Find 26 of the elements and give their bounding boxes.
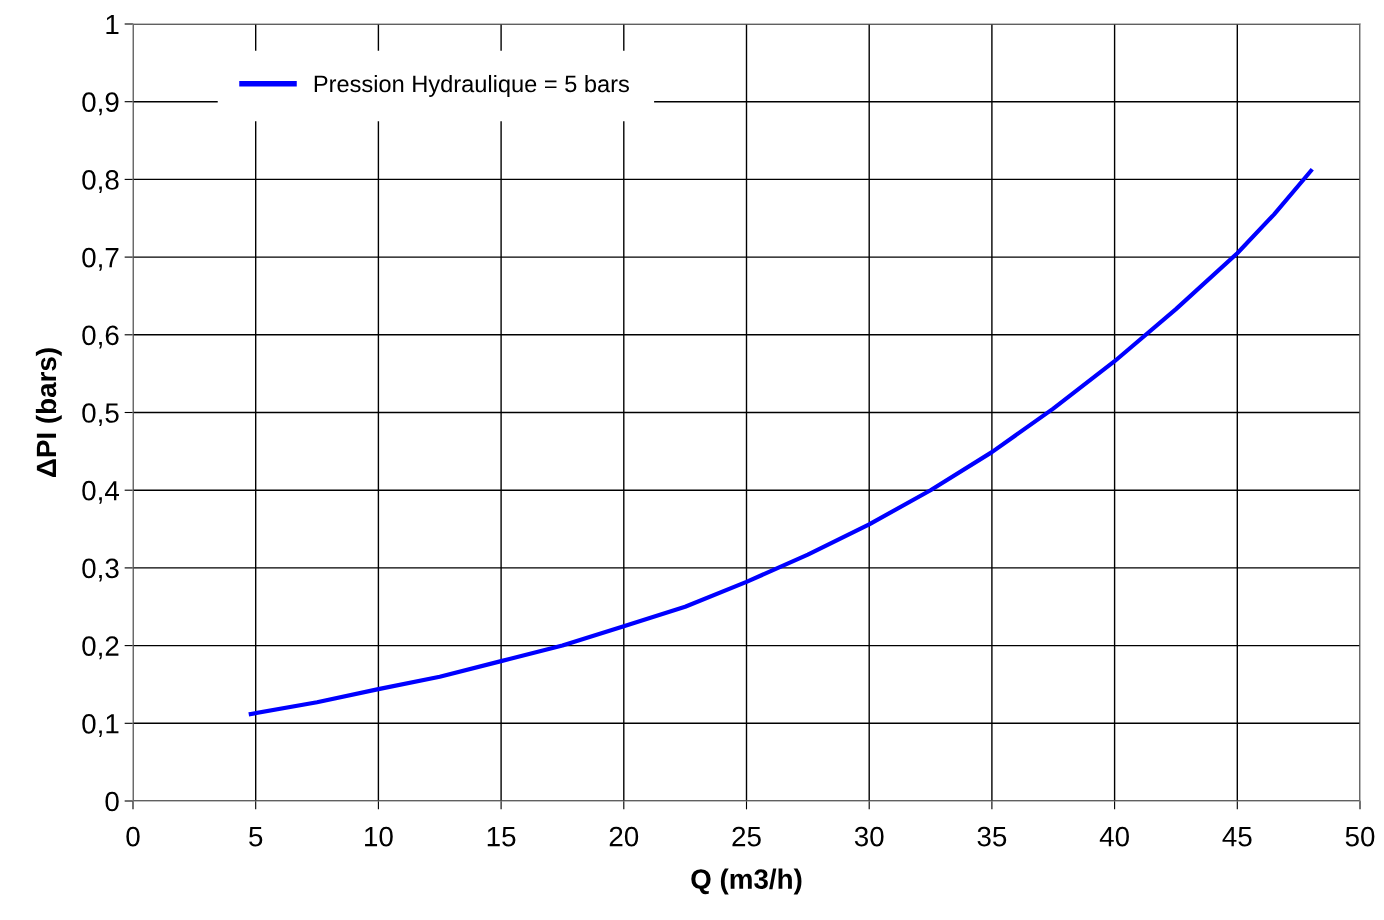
- y-tick-label: 0: [105, 791, 119, 812]
- x-tick-label: 30: [854, 826, 884, 847]
- y-tick-label: 0,7: [82, 247, 119, 271]
- y-tick-label: 0,4: [82, 480, 119, 504]
- x-axis-title: Q (m3/h): [691, 868, 802, 895]
- x-tick-label: 10: [365, 826, 393, 847]
- y-tick-label: 0,2: [82, 636, 119, 660]
- x-tick-label: 25: [732, 826, 761, 847]
- x-tick-label: 45: [1222, 827, 1252, 847]
- x-tick-label: 20: [609, 826, 639, 847]
- x-tick-label: 40: [1099, 826, 1129, 847]
- x-tick-label: 5: [249, 827, 263, 847]
- y-tick-label: 1: [106, 14, 119, 35]
- line-series: [248, 168, 1314, 717]
- y-tick-label: 0,3: [82, 558, 119, 582]
- x-tick-label: 35: [977, 826, 1007, 847]
- x-tick-label: 50: [1345, 826, 1375, 847]
- x-tick-label: 0: [126, 826, 140, 847]
- y-tick-label: 0,1: [82, 713, 119, 737]
- x-tick-label: 15: [487, 827, 516, 847]
- y-tick-label: 0,5: [82, 403, 119, 427]
- y-tick-label: 0,9: [82, 92, 119, 116]
- legend-label: Pression Hydraulique = 5 bars: [314, 74, 629, 97]
- y-axis-title: ΔPI (bars): [35, 348, 62, 477]
- y-tick-label: 0,8: [82, 170, 119, 194]
- y-tick-label: 0,6: [82, 325, 119, 349]
